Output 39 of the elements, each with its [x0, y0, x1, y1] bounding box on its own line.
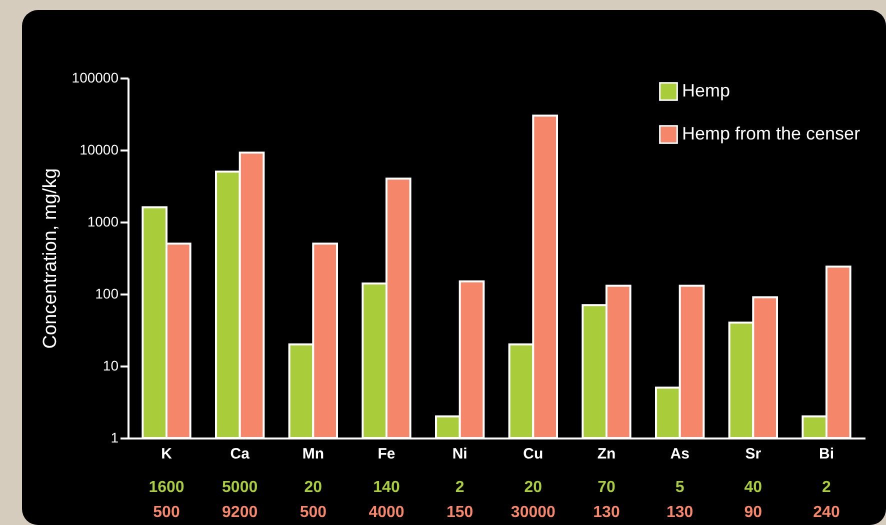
data-label: 500 — [300, 504, 327, 521]
legend-label: Hemp — [682, 80, 730, 100]
data-label: 4000 — [368, 504, 404, 521]
data-label: 90 — [744, 504, 762, 521]
x-tick-label: Fe — [378, 446, 396, 462]
data-label: 40 — [744, 479, 762, 496]
data-label: 500 — [153, 504, 180, 521]
data-label: 2 — [822, 479, 832, 496]
y-tick-label: 10000 — [80, 142, 119, 158]
x-tick-label: Mn — [302, 446, 324, 462]
data-label: 20 — [304, 479, 322, 496]
x-tick-label: Ni — [452, 446, 468, 462]
data-label: 1600 — [148, 479, 184, 496]
data-label: 20 — [524, 479, 542, 496]
data-label: 70 — [598, 479, 616, 496]
legend-label: Hemp from the censer — [682, 124, 860, 144]
x-tick-label: Cu — [523, 446, 544, 462]
x-tick-label: Zn — [597, 446, 616, 462]
data-label: 140 — [373, 479, 400, 496]
x-tick-label: K — [161, 446, 172, 462]
data-label: 2 — [455, 479, 464, 496]
y-tick-label: 1000 — [87, 214, 119, 230]
y-axis-title: Concentration, mg/kg — [40, 168, 61, 349]
y-tick-label: 1 — [110, 430, 119, 446]
data-label: 240 — [813, 504, 840, 521]
x-tick-label: Ca — [230, 446, 250, 462]
data-label: 9200 — [222, 504, 258, 521]
data-label: 130 — [593, 504, 620, 521]
y-tick-label: 10 — [102, 358, 119, 374]
data-label: 150 — [446, 504, 474, 521]
x-tick-label: Bi — [819, 446, 834, 462]
x-tick-label: Sr — [745, 446, 762, 462]
y-tick-label: 100000 — [72, 70, 119, 86]
data-label: 30000 — [510, 504, 556, 521]
data-label: 130 — [666, 504, 694, 521]
y-tick-label: 100 — [95, 286, 119, 302]
x-tick-label: As — [670, 446, 690, 462]
data-label: 5 — [675, 479, 684, 496]
data-label: 5000 — [222, 479, 258, 496]
